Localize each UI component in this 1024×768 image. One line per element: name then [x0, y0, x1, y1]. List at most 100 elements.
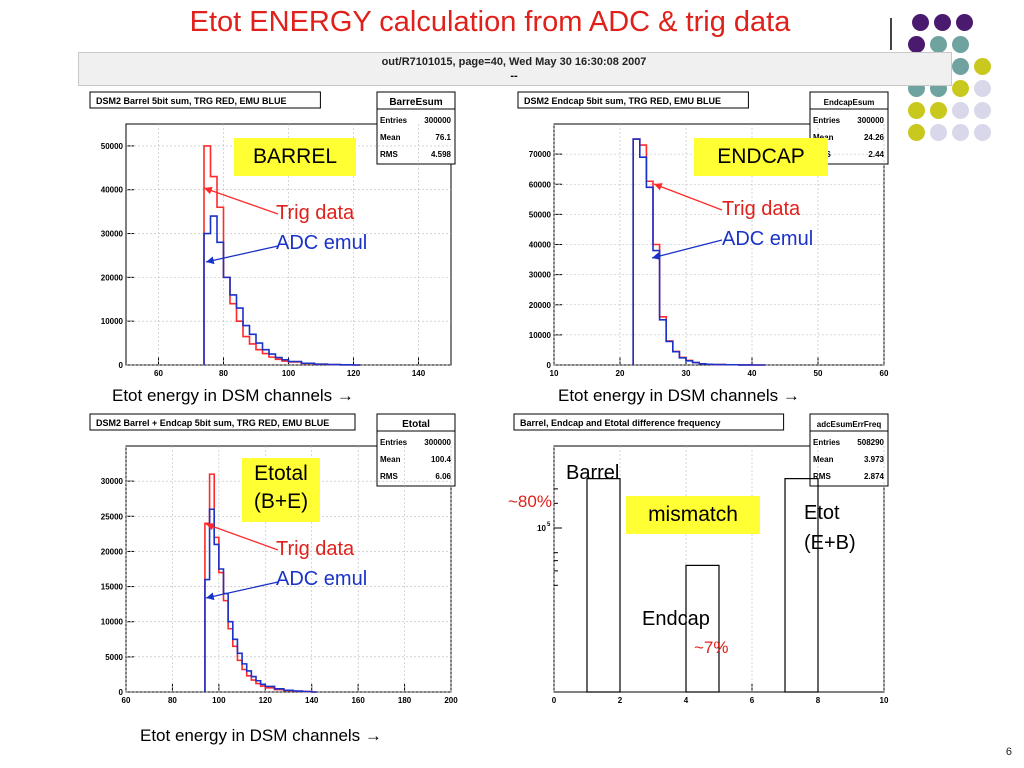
decorative-dot: [952, 102, 969, 119]
y-tick-label: 10000: [529, 331, 552, 340]
plot-title-box: [517, 91, 749, 109]
title-divider: [890, 18, 892, 50]
adc-series-line: [203, 215, 360, 366]
total-trig-arrow: [205, 522, 279, 551]
diff-etot-label-line1: Etot: [804, 502, 840, 524]
total-adc-arrow: [205, 581, 279, 601]
decorative-dot: [952, 58, 969, 75]
histogram-bar: [685, 564, 720, 693]
decorative-dot: [930, 102, 947, 119]
stats-box: [376, 413, 456, 487]
histogram-bar: [586, 478, 621, 693]
decorative-dot: [974, 58, 991, 75]
stats-key: Entries: [813, 438, 841, 447]
y-tick-label: 5000: [105, 653, 123, 662]
stats-name: BarreEsum: [389, 97, 442, 108]
x-tick-label: 120: [347, 369, 361, 378]
x-tick-label: 60: [122, 696, 131, 705]
barrel-adc-arrow: [205, 245, 279, 265]
x-tick-label: 120: [259, 696, 273, 705]
x-tick-label: 40: [748, 369, 757, 378]
endcap-trig-label: Trig data: [722, 198, 801, 220]
diff-pct-80: ~80%: [508, 492, 552, 511]
barrel-trig-label: Trig data: [276, 202, 355, 224]
y-tick-label: 10000: [101, 618, 124, 627]
y-tick-label: 25000: [101, 512, 124, 521]
endcap-x-caption: Etot energy in DSM channels →: [558, 386, 800, 405]
plot-title: Barrel, Endcap and Etotal difference fre…: [520, 418, 721, 428]
y-tick-label: 20000: [101, 547, 124, 556]
adc-series-line: [204, 508, 317, 693]
x-tick-label: 4: [684, 696, 689, 705]
endcap-adc-arrow: [651, 239, 723, 260]
stats-key: Entries: [380, 116, 408, 125]
decorative-dot: [974, 124, 991, 141]
plot-title: DSM2 Endcap 5bit sum, TRG RED, EMU BLUE: [524, 96, 721, 106]
adc-series-line: [632, 138, 766, 366]
stats-box: [376, 91, 456, 165]
decorative-dot: [952, 80, 969, 97]
stats-box: [809, 413, 889, 487]
stats-value: 4.598: [431, 150, 452, 159]
stats-key: Mean: [380, 133, 401, 142]
x-tick-label: 0: [552, 696, 557, 705]
stats-key: RMS: [380, 150, 398, 159]
x-tick-label: 20: [616, 369, 625, 378]
y-tick-label: 10: [537, 524, 546, 533]
plot-title-box: [89, 91, 321, 109]
plot-title-box: [513, 413, 785, 431]
stats-key: RMS: [813, 472, 831, 481]
decorative-dot: [956, 14, 973, 31]
decorative-dot: [974, 102, 991, 119]
stats-value: 508290: [857, 438, 884, 447]
x-tick-label: 80: [219, 369, 228, 378]
y-tick-label: 30000: [101, 230, 124, 239]
plot-title: DSM2 Barrel + Endcap 5bit sum, TRG RED, …: [96, 418, 329, 428]
stats-value: 3.973: [864, 455, 885, 464]
decorative-dot: [912, 14, 929, 31]
stats-key: Mean: [813, 133, 834, 142]
decorative-dot: [908, 124, 925, 141]
header-band: [78, 52, 952, 86]
decorative-dot: [908, 36, 925, 53]
stats-value: 300000: [424, 438, 451, 447]
x-tick-label: 180: [398, 696, 412, 705]
y-tick-label: 15000: [101, 583, 124, 592]
x-tick-label: 50: [814, 369, 823, 378]
barrel-x-caption: Etot energy in DSM channels →: [112, 386, 354, 405]
x-tick-label: 100: [212, 696, 226, 705]
stats-value: 2.874: [864, 472, 885, 481]
plot-title-box: [89, 413, 356, 431]
y-tick-label: 30000: [529, 271, 552, 280]
diff-etot-label-line2: (E+B): [804, 532, 856, 554]
stats-key: Mean: [813, 455, 834, 464]
x-tick-label: 8: [816, 696, 821, 705]
y-tick-label: 10000: [101, 317, 124, 326]
stats-value: 2.44: [868, 150, 884, 159]
barrel-label-box: BARREL: [234, 138, 356, 176]
stats-value: 6.06: [435, 472, 451, 481]
endcap-label-box: ENDCAP: [694, 138, 828, 176]
x-tick-label: 60: [880, 369, 889, 378]
decorative-dot: [930, 36, 947, 53]
stats-value: 24.26: [864, 133, 885, 142]
stats-value: 300000: [424, 116, 451, 125]
x-tick-label: 2: [618, 696, 623, 705]
stats-value: 76.1: [435, 133, 451, 142]
x-tick-label: 80: [168, 696, 177, 705]
decorative-dot: [952, 124, 969, 141]
total-label-box: Etotal (B+E): [242, 458, 320, 522]
stats-value: 100.4: [431, 455, 452, 464]
x-tick-label: 30: [682, 369, 691, 378]
x-tick-label: 200: [444, 696, 458, 705]
plot-title: DSM2 Barrel 5bit sum, TRG RED, EMU BLUE: [96, 96, 287, 106]
run-header-dashes: --: [510, 70, 518, 82]
y-tick-label: 0: [119, 361, 124, 370]
stats-key: Mean: [380, 455, 401, 464]
decorative-dot: [974, 80, 991, 97]
x-tick-label: 140: [305, 696, 319, 705]
total-trig-label: Trig data: [276, 538, 355, 560]
slide-title: Etot ENERGY calculation from ADC & trig …: [189, 6, 791, 38]
y-tick-label: 0: [547, 361, 552, 370]
